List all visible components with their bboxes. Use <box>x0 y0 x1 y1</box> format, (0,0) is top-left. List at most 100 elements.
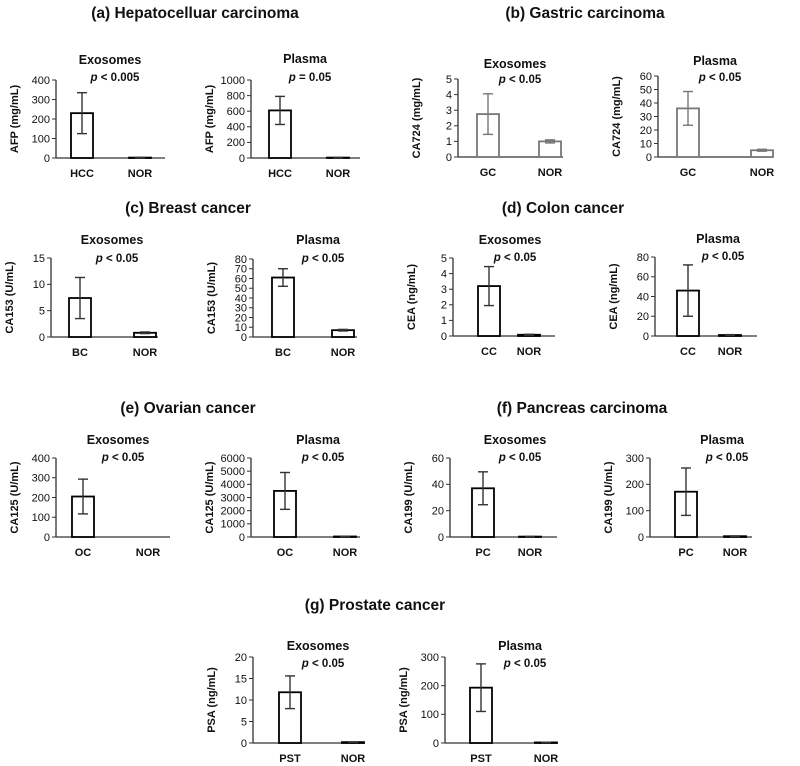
y-tick-label: 70 <box>235 264 247 276</box>
y-axis-label: CA153 (U/mL) <box>206 262 218 334</box>
category-label: PST <box>470 753 492 765</box>
y-tick-label: 0 <box>441 331 447 343</box>
category-label: NOR <box>136 547 161 559</box>
y-tick-label: 2 <box>441 300 447 312</box>
y-tick-label: 200 <box>626 479 644 491</box>
y-tick-label: 80 <box>637 252 649 264</box>
subplot-title: Plasma <box>296 233 341 247</box>
bar-nor <box>538 140 562 158</box>
subplot-title: Exosomes <box>79 53 142 67</box>
y-tick-label: 60 <box>432 453 444 465</box>
y-axis-label: AFP (mg/mL) <box>9 85 21 154</box>
category-label: OC <box>277 547 294 559</box>
y-tick-label: 300 <box>32 473 50 485</box>
y-tick-label: 0 <box>241 738 247 750</box>
subplot-b-exo: Exosomes p < 0.05 0 1 2 3 4 5 CA724 (mg/mL) GC NOR <box>411 57 563 179</box>
y-tick-label: 300 <box>626 453 644 465</box>
y-tick-label: 200 <box>32 492 50 504</box>
category-label: NOR <box>718 346 743 358</box>
subplot-title: Plasma <box>283 52 328 66</box>
y-tick-label: 1000 <box>221 519 245 531</box>
y-tick-label: 300 <box>421 652 439 664</box>
subplot-title: Plasma <box>693 54 738 68</box>
y-tick-label: 40 <box>640 98 652 110</box>
category-label: NOR <box>750 167 775 179</box>
subplot-d-exo: Exosomes p < 0.05 0 1 2 3 4 5 CEA (ng/mL) CC NOR <box>406 233 555 358</box>
section-title-e: (e) Ovarian cancer <box>120 400 255 417</box>
y-tick-label: 5 <box>446 74 452 86</box>
category-label: PST <box>279 753 301 765</box>
y-tick-label: 0 <box>646 152 652 164</box>
y-tick-label: 4 <box>441 268 447 280</box>
p-value-label: p < 0.05 <box>503 658 547 670</box>
p-value-label: p < 0.05 <box>493 252 537 264</box>
y-axis-label: AFP (mg/mL) <box>204 85 216 154</box>
section-title-c: (c) Breast cancer <box>125 200 251 217</box>
y-tick-label: 10 <box>33 279 45 291</box>
y-tick-label: 1 <box>446 136 452 148</box>
subplot-title: Exosomes <box>81 233 144 247</box>
y-tick-label: 0 <box>638 532 644 544</box>
y-tick-label: 10 <box>235 695 247 707</box>
subplot-d-pla: Plasma p < 0.05 0 20 40 60 80 CEA (ng/mL) CC NOR <box>608 232 757 358</box>
y-tick-label: 40 <box>432 479 444 491</box>
subplot-c-exo: Exosomes p < 0.05 0 5 10 15 CA153 (U/mL) BC NOR <box>4 233 158 359</box>
category-label: NOR <box>538 167 563 179</box>
p-value-label: p < 0.05 <box>301 452 345 464</box>
y-tick-label: 0 <box>433 738 439 750</box>
p-value-label: p < 0.05 <box>498 74 542 86</box>
y-tick-label: 20 <box>235 652 247 664</box>
category-label: PC <box>678 547 693 559</box>
y-tick-label: 800 <box>227 90 245 102</box>
subplot-title: Exosomes <box>87 433 150 447</box>
subplot-a-pla: Plasma p = 0.05 0 200 400 600 800 1000 AFP (mg/m… <box>204 52 360 180</box>
p-value-label: p < 0.05 <box>698 72 742 84</box>
section-title-g: (g) Prostate cancer <box>305 597 445 614</box>
y-tick-label: 20 <box>432 505 444 517</box>
y-tick-label: 30 <box>640 111 652 123</box>
y-axis-label: CA724 (mg/mL) <box>411 77 423 158</box>
section-title-a: (a) Hepatocelluar carcinoma <box>91 5 299 22</box>
y-tick-label: 0 <box>438 532 444 544</box>
y-tick-label: 100 <box>32 512 50 524</box>
category-label: NOR <box>723 547 748 559</box>
y-tick-label: 0 <box>241 332 247 344</box>
subplot-title: Plasma <box>700 433 745 447</box>
y-axis-label: CA724 (mg/mL) <box>611 76 623 157</box>
y-tick-label: 200 <box>227 137 245 149</box>
subplot-f-pla: Plasma p < 0.05 0 100 200 300 CA199 (U/mL) PC NO… <box>603 433 752 559</box>
y-axis-label: PSA (ng/mL) <box>206 667 218 733</box>
y-tick-label: 15 <box>33 253 45 265</box>
category-label: NOR <box>326 168 351 180</box>
subplot-a-exo: Exosomes p < 0.005 0 100 200 300 400 AFP (mg/mL… <box>9 53 165 180</box>
y-tick-label: 5 <box>39 305 45 317</box>
y-tick-label: 10 <box>640 138 652 150</box>
y-tick-label: 100 <box>626 505 644 517</box>
section-title-b: (b) Gastric carcinoma <box>505 5 665 22</box>
y-tick-label: 40 <box>637 291 649 303</box>
y-tick-label: 1000 <box>221 75 245 87</box>
y-tick-label: 20 <box>235 312 247 324</box>
y-tick-label: 3000 <box>221 492 245 504</box>
y-tick-label: 4000 <box>221 479 245 491</box>
y-tick-label: 15 <box>235 673 247 685</box>
p-value-label: p < 0.05 <box>301 658 345 670</box>
y-tick-label: 200 <box>32 114 50 126</box>
y-tick-label: 0 <box>239 532 245 544</box>
category-label: CC <box>680 346 696 358</box>
y-tick-label: 200 <box>421 680 439 692</box>
category-label: NOR <box>333 547 358 559</box>
section-title-f: (f) Pancreas carcinoma <box>497 400 668 417</box>
y-tick-label: 50 <box>640 84 652 96</box>
p-value-label: p < 0.05 <box>705 452 749 464</box>
category-label: NOR <box>133 347 158 359</box>
y-tick-label: 0 <box>44 153 50 165</box>
y-tick-label: 400 <box>32 75 50 87</box>
p-value-label: p = 0.05 <box>288 72 332 84</box>
category-label: NOR <box>128 168 153 180</box>
y-tick-label: 100 <box>32 133 50 145</box>
y-tick-label: 100 <box>421 709 439 721</box>
category-label: HCC <box>268 168 292 180</box>
y-tick-label: 400 <box>227 122 245 134</box>
